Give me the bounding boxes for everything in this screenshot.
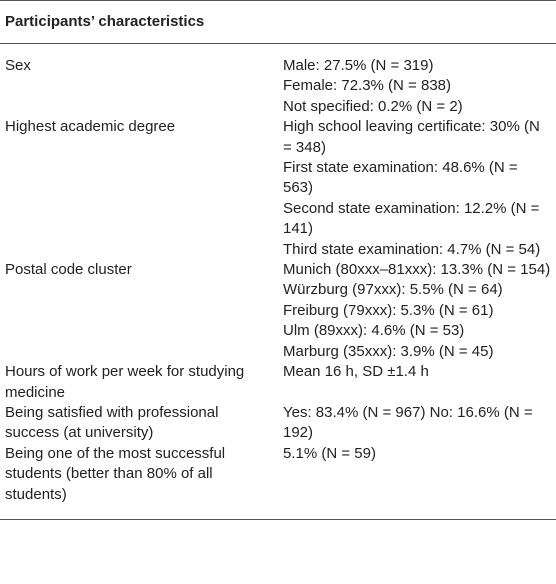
row-values: Male: 27.5% (N = 319) Female: 72.3% (N = … (278, 44, 556, 118)
row-label: Postal code cluster (5, 261, 132, 279)
value-line: Female: 72.3% (N = 838) (283, 77, 451, 95)
value-line: Ulm (89xxx): 4.6% (N = 53) (283, 322, 465, 340)
value-line: Mean 16 h, SD ±1.4 h (283, 363, 429, 381)
row-label: Sex (5, 57, 31, 74)
row-values: Yes: 83.4% (N = 967) No: 16.6% (N = 192) (278, 403, 556, 444)
value-line: 5.1% (N = 59) (283, 444, 376, 462)
row-values: Munich (80xxx–81xxx): 13.3% (N = 154) Wür… (278, 260, 556, 362)
table-row: Being satisfied with professional succes… (0, 403, 556, 444)
table: Participants’ characteristics Sex Male: 2… (0, 0, 556, 520)
row-label: Hours of work per week for studying medi… (5, 363, 245, 401)
table-row: Hours of work per week for studying medi… (0, 362, 556, 403)
value-line: Second state examination: 12.2% (N = 141… (283, 199, 540, 238)
value-line: Yes: 83.4% (N = 967) No: 16.6% (N = 192) (283, 403, 533, 442)
row-label: Highest academic degree (5, 118, 176, 136)
header-row: Participants’ characteristics (0, 0, 556, 44)
row-values: High school leaving certificate: 30% (N … (278, 117, 556, 260)
value-line: Not specified: 0.2% (N = 2) (283, 97, 463, 115)
row-values: Mean 16 h, SD ±1.4 h (278, 362, 556, 403)
table-row: Postal code cluster Munich (80xxx–81xxx):… (0, 260, 556, 362)
table-row: Being one of the most successful student… (0, 444, 556, 520)
row-label: Being one of the most successful student… (5, 444, 226, 503)
value-line: Freiburg (79xxx): 5.3% (N = 61) (283, 301, 494, 319)
value-line: High school leaving certificate: 30% (N … (283, 118, 540, 156)
row-label: Being satisfied with professional succes… (5, 403, 219, 442)
table-header: Participants’ characteristics (0, 0, 556, 44)
table-body: Sex Male: 27.5% (N = 319) Female: 72.3% (N… (0, 44, 556, 520)
value-line: Marburg (35xxx): 3.9% (N = 45) (283, 342, 494, 360)
table-row: Sex Male: 27.5% (N = 319) Female: 72.3% (N… (0, 44, 556, 118)
value-line: First state examination: 48.6% (N = 563) (283, 159, 518, 197)
value-line: Würzburg (97xxx): 5.5% (N = 64) (283, 281, 503, 299)
value-line: Male: 27.5% (N = 319) (283, 57, 434, 74)
row-values: 5.1% (N = 59) (278, 444, 556, 520)
table-row: Highest academic degree High school leavi… (0, 117, 556, 260)
value-line: Third state examination: 4.7% (N = 54) (283, 240, 541, 258)
value-line: Munich (80xxx–81xxx): 13.3% (N = 154) (283, 261, 551, 279)
